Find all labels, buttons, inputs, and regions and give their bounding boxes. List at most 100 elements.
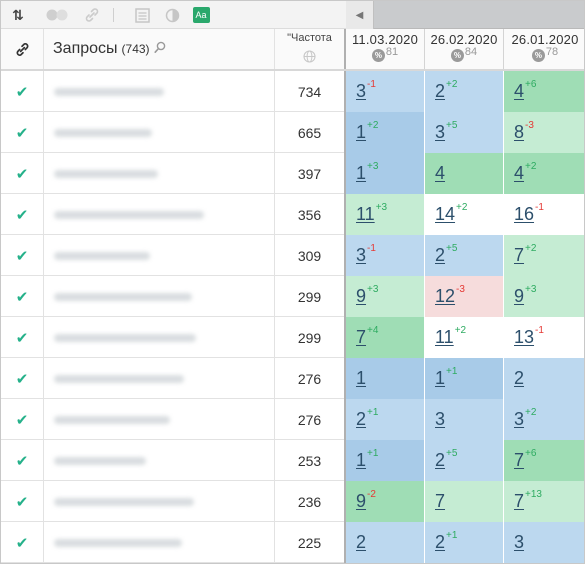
position-cell[interactable]: 1 +3 (346, 153, 425, 194)
position-value[interactable]: 3 (435, 409, 446, 429)
position-value[interactable]: 3 (514, 532, 525, 552)
checkmark-icon[interactable]: ✔ (1, 522, 44, 563)
scroll-left-button[interactable]: ◀ (346, 1, 374, 29)
position-value[interactable]: 2 (435, 81, 446, 101)
query-text[interactable] (44, 235, 275, 276)
checkmark-icon[interactable]: ✔ (1, 153, 44, 194)
position-value[interactable]: 7 (356, 327, 367, 347)
header-date-2[interactable]: 26.02.2020 % 84 (425, 29, 504, 69)
position-value[interactable]: 4 (514, 81, 525, 101)
position-value[interactable]: 1 (356, 122, 367, 142)
position-cell[interactable]: 9 +3 (504, 276, 584, 317)
position-cell[interactable]: 11 +2 (425, 317, 504, 358)
contrast-icon[interactable] (163, 6, 181, 24)
position-cell[interactable]: 7 +2 (504, 235, 584, 276)
sort-icon[interactable]: ⇅ (12, 6, 24, 23)
position-cell[interactable]: 4 +2 (504, 153, 584, 194)
table-row[interactable]: ✔ 276 1 1 +1 2 (1, 358, 584, 399)
position-cell[interactable]: 3 +5 (425, 112, 504, 153)
position-cell[interactable]: 7 +13 (504, 481, 584, 522)
position-value[interactable]: 3 (356, 245, 367, 265)
position-value[interactable]: 3 (435, 122, 446, 142)
position-cell[interactable]: 2 +5 (425, 235, 504, 276)
position-value[interactable]: 7 (435, 491, 446, 511)
position-cell[interactable]: 2 +2 (425, 71, 504, 112)
table-row[interactable]: ✔ 356 11 +3 14 +2 16-1 (1, 194, 584, 235)
table-row[interactable]: ✔ 397 1 +3 4 4 +2 (1, 153, 584, 194)
position-value[interactable]: 12 (435, 286, 456, 306)
position-cell[interactable]: 3 (425, 399, 504, 440)
position-cell[interactable]: 3 (504, 522, 584, 563)
checkmark-icon[interactable]: ✔ (1, 481, 44, 522)
position-value[interactable]: 7 (514, 491, 525, 511)
position-value[interactable]: 1 (356, 450, 367, 470)
position-cell[interactable]: 7 (425, 481, 504, 522)
checkmark-icon[interactable]: ✔ (1, 358, 44, 399)
position-value[interactable]: 1 (435, 368, 446, 388)
position-cell[interactable]: 2 (504, 358, 584, 399)
position-value[interactable]: 3 (514, 409, 525, 429)
search-icon[interactable] (153, 41, 166, 57)
position-value[interactable]: 11 (435, 327, 454, 347)
table-row[interactable]: ✔ 309 3-1 2 +5 7 +2 (1, 235, 584, 276)
query-text[interactable] (44, 440, 275, 481)
table-row[interactable]: ✔ 236 9-2 7 7 +13 (1, 481, 584, 522)
position-cell[interactable]: 3 +2 (504, 399, 584, 440)
table-row[interactable]: ✔ 734 3-1 2 +2 4 +6 (1, 71, 584, 112)
table-row[interactable]: ✔ 299 9 +3 12-3 9 +3 (1, 276, 584, 317)
position-cell[interactable]: 2 +5 (425, 440, 504, 481)
checkmark-icon[interactable]: ✔ (1, 399, 44, 440)
query-text[interactable] (44, 276, 275, 317)
header-date-1[interactable]: 11.03.2020 % 81 (346, 29, 425, 69)
position-value[interactable]: 2 (435, 450, 446, 470)
position-cell[interactable]: 13-1 (504, 317, 584, 358)
position-cell[interactable]: 16-1 (504, 194, 584, 235)
position-cell[interactable]: 7 +6 (504, 440, 584, 481)
position-value[interactable]: 9 (514, 286, 525, 306)
position-cell[interactable]: 9 +3 (346, 276, 425, 317)
query-text[interactable] (44, 317, 275, 358)
position-cell[interactable]: 3-1 (346, 235, 425, 276)
header-date-3[interactable]: 26.01.2020 % 78 (504, 29, 584, 69)
table-row[interactable]: ✔ 253 1 +1 2 +5 7 +6 (1, 440, 584, 481)
header-queries[interactable]: Запросы (743) (44, 29, 275, 69)
position-value[interactable]: 1 (356, 163, 367, 183)
position-cell[interactable]: 1 +1 (425, 358, 504, 399)
date-scrollbar[interactable]: ◀ (346, 1, 584, 29)
header-link-column[interactable] (1, 29, 44, 69)
checkmark-icon[interactable]: ✔ (1, 194, 44, 235)
position-value[interactable]: 2 (356, 532, 367, 552)
checkmark-icon[interactable]: ✔ (1, 317, 44, 358)
position-cell[interactable]: 1 (346, 358, 425, 399)
position-value[interactable]: 2 (435, 532, 446, 552)
position-value[interactable]: 7 (514, 245, 525, 265)
query-text[interactable] (44, 194, 275, 235)
query-text[interactable] (44, 481, 275, 522)
query-text[interactable] (44, 522, 275, 563)
query-text[interactable] (44, 153, 275, 194)
position-cell[interactable]: 14 +2 (425, 194, 504, 235)
link-icon[interactable] (83, 6, 101, 24)
position-cell[interactable]: 1 +2 (346, 112, 425, 153)
position-cell[interactable]: 8-3 (504, 112, 584, 153)
position-value[interactable]: 3 (356, 81, 367, 101)
position-value[interactable]: 4 (435, 163, 446, 183)
position-value[interactable]: 16 (514, 204, 535, 224)
query-text[interactable] (44, 71, 275, 112)
checkmark-icon[interactable]: ✔ (1, 71, 44, 112)
position-cell[interactable]: 4 (425, 153, 504, 194)
toggle-icon[interactable] (45, 6, 69, 24)
position-cell[interactable]: 12-3 (425, 276, 504, 317)
table-row[interactable]: ✔ 276 2 +1 3 3 +2 (1, 399, 584, 440)
checkmark-icon[interactable]: ✔ (1, 235, 44, 276)
position-value[interactable]: 1 (356, 368, 367, 388)
position-cell[interactable]: 3-1 (346, 71, 425, 112)
table-row[interactable]: ✔ 299 7 +4 11 +2 13-1 (1, 317, 584, 358)
position-cell[interactable]: 2 +1 (425, 522, 504, 563)
table-icon[interactable] (133, 6, 151, 24)
position-cell[interactable]: 4 +6 (504, 71, 584, 112)
query-text[interactable] (44, 358, 275, 399)
position-value[interactable]: 7 (514, 450, 525, 470)
table-row[interactable]: ✔ 665 1 +2 3 +5 8-3 (1, 112, 584, 153)
position-value[interactable]: 2 (435, 245, 446, 265)
